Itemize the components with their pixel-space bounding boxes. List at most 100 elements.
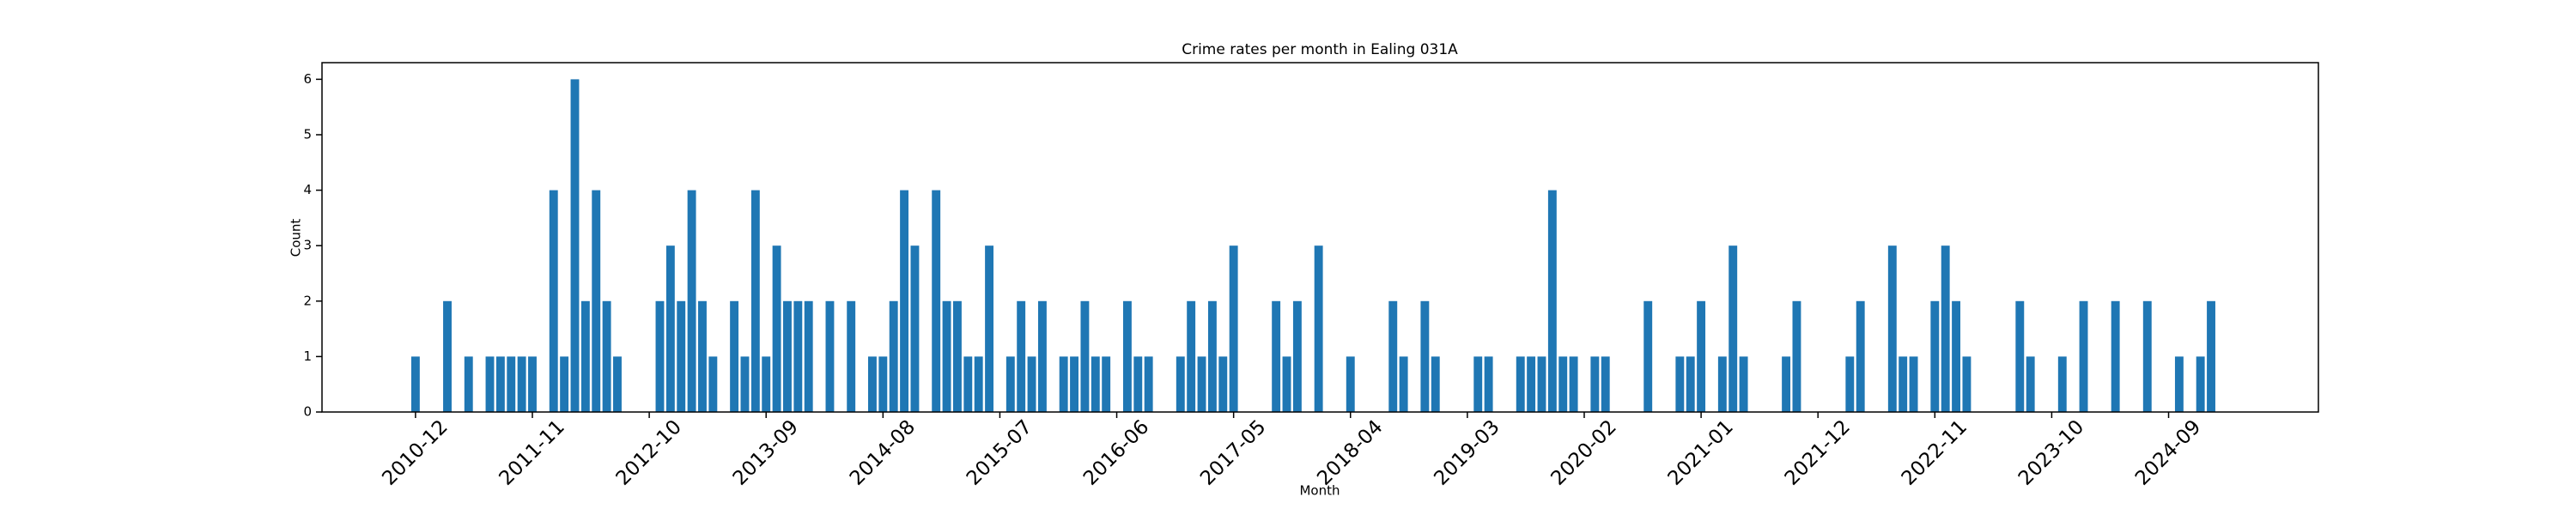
bar xyxy=(1017,300,1026,412)
bar xyxy=(2111,300,2120,412)
bar xyxy=(847,300,856,412)
bar xyxy=(1187,300,1196,412)
x-tick-label: 2013-09 xyxy=(729,415,803,489)
bar xyxy=(1601,356,1610,412)
bar xyxy=(495,356,505,412)
bar xyxy=(2079,300,2088,412)
bar xyxy=(1420,300,1430,412)
bar xyxy=(932,190,941,413)
bar xyxy=(528,356,537,412)
x-tick-label: 2017-05 xyxy=(1196,415,1270,489)
bar xyxy=(942,300,951,412)
bar xyxy=(974,356,983,412)
x-tick-label: 2011-11 xyxy=(495,415,568,489)
plot-frame xyxy=(321,62,2319,413)
bar xyxy=(804,300,813,412)
bar xyxy=(1218,356,1228,412)
bar xyxy=(1133,356,1143,412)
bar xyxy=(762,356,771,412)
bar xyxy=(1675,356,1685,412)
bar xyxy=(793,300,803,412)
bar xyxy=(1739,356,1748,412)
bar xyxy=(1431,356,1440,412)
bar xyxy=(1388,300,1398,412)
bar xyxy=(1558,356,1568,412)
bar xyxy=(1070,356,1079,412)
bar xyxy=(517,356,526,412)
x-tick-label: 2018-04 xyxy=(1313,415,1387,489)
bar xyxy=(2207,300,2215,412)
bar xyxy=(1282,356,1291,412)
bar xyxy=(560,356,569,412)
chart-title: Crime rates per month in Ealing 031A xyxy=(1182,41,1458,58)
x-tick-label: 2024-09 xyxy=(2131,415,2205,489)
bar xyxy=(825,300,835,412)
bar xyxy=(1091,356,1100,412)
bar xyxy=(900,190,909,413)
x-axis-label: Month xyxy=(1299,483,1340,499)
bar xyxy=(677,300,686,412)
bar xyxy=(1952,300,1961,412)
bar xyxy=(1941,245,1950,412)
bar xyxy=(655,300,665,412)
bar xyxy=(1037,300,1047,412)
x-tick-label: 2022-11 xyxy=(1898,415,1971,489)
bar xyxy=(410,356,420,412)
bar xyxy=(1547,190,1557,413)
bar xyxy=(1782,356,1791,412)
y-tick-label: 0 xyxy=(303,404,312,420)
x-tick-label: 2020-02 xyxy=(1546,415,1620,489)
x-tick-label: 2021-01 xyxy=(1664,415,1738,489)
bar xyxy=(1122,300,1132,412)
bar xyxy=(1728,245,1738,412)
bar xyxy=(1176,356,1185,412)
bar xyxy=(2026,356,2035,412)
bar xyxy=(2015,300,2025,412)
bar xyxy=(1102,356,1111,412)
bar xyxy=(1272,300,1281,412)
y-tick-label: 5 xyxy=(303,126,312,142)
bar xyxy=(665,245,675,412)
bar xyxy=(1473,356,1483,412)
bar xyxy=(1856,300,1865,412)
bar xyxy=(985,245,994,412)
bar xyxy=(592,190,601,413)
bar xyxy=(2142,300,2152,412)
bar xyxy=(1516,356,1525,412)
x-tick-label: 2015-07 xyxy=(963,415,1036,489)
x-tick-label: 2016-06 xyxy=(1079,415,1153,489)
bar xyxy=(1346,356,1355,412)
bar xyxy=(1569,356,1578,412)
bar xyxy=(1909,356,1918,412)
bar xyxy=(1887,245,1897,412)
bar xyxy=(772,245,781,412)
x-tick-label: 2014-08 xyxy=(846,415,920,489)
bar xyxy=(464,356,473,412)
bar xyxy=(1144,356,1153,412)
bar xyxy=(1484,356,1493,412)
y-tick-label: 3 xyxy=(303,238,312,253)
bar xyxy=(783,300,792,412)
bar xyxy=(1527,356,1536,412)
y-axis-label: Count xyxy=(289,219,304,258)
bar xyxy=(730,300,739,412)
bar xyxy=(878,356,888,412)
bar xyxy=(507,356,516,412)
bar xyxy=(1292,300,1302,412)
bar xyxy=(1207,300,1217,412)
bar xyxy=(1059,356,1068,412)
bar xyxy=(1845,356,1855,412)
bar xyxy=(1697,300,1706,412)
bar xyxy=(910,245,920,412)
bar xyxy=(1197,356,1206,412)
bar xyxy=(750,190,760,413)
y-tick-label: 6 xyxy=(303,71,312,87)
bar xyxy=(687,190,696,413)
bar xyxy=(1792,300,1801,412)
y-tick-label: 2 xyxy=(303,293,312,308)
bar xyxy=(613,356,622,412)
x-tick-label: 2019-03 xyxy=(1430,415,1504,489)
bar xyxy=(868,356,877,412)
